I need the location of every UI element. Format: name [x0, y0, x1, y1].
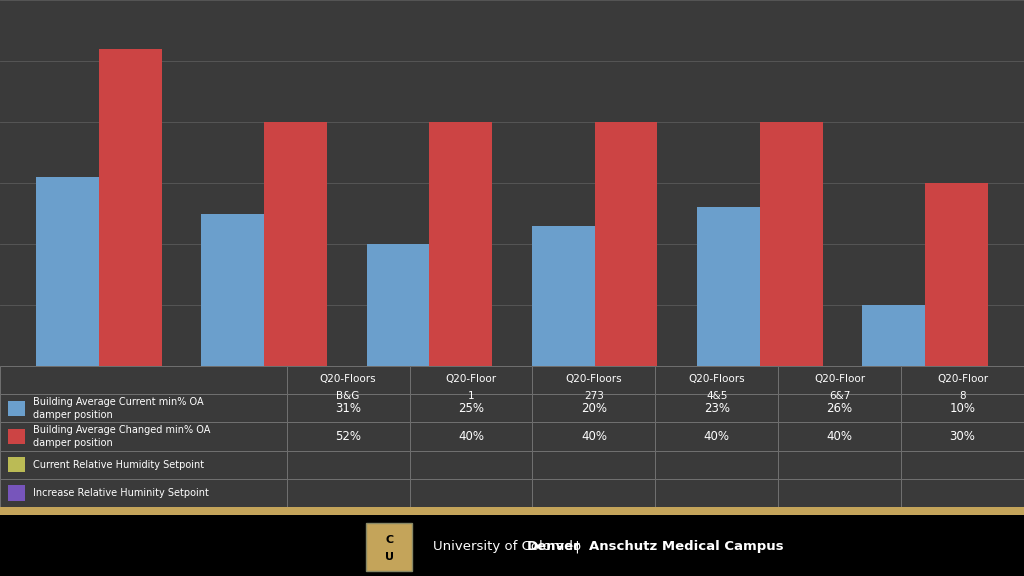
Bar: [901, 450, 1024, 479]
Bar: [287, 479, 410, 507]
Text: Q20-Floors: Q20-Floors: [688, 374, 745, 384]
Bar: [778, 422, 901, 450]
Text: Q20-Floors: Q20-Floors: [565, 374, 623, 384]
Bar: [0, 450, 287, 479]
Bar: [925, 183, 988, 366]
Bar: [410, 450, 532, 479]
Bar: [862, 305, 925, 366]
Bar: [8, 457, 25, 472]
Text: Anschutz Medical Campus: Anschutz Medical Campus: [590, 540, 784, 554]
Bar: [778, 450, 901, 479]
Text: Building Average Changed min% OA
damper position: Building Average Changed min% OA damper …: [33, 425, 210, 448]
Text: 1: 1: [468, 391, 474, 401]
Bar: [778, 366, 901, 394]
Text: 26%: 26%: [826, 402, 853, 415]
Bar: [655, 366, 778, 394]
Text: 20%: 20%: [581, 402, 607, 415]
Bar: [901, 394, 1024, 422]
Bar: [655, 394, 778, 422]
Bar: [8, 429, 25, 444]
Text: U: U: [385, 552, 393, 562]
Bar: [532, 394, 655, 422]
Text: Q20-Floor: Q20-Floor: [814, 374, 865, 384]
Bar: [287, 450, 410, 479]
Bar: [287, 366, 410, 394]
Bar: [901, 422, 1024, 450]
Text: B&G: B&G: [337, 391, 359, 401]
Bar: [532, 479, 655, 507]
Text: 10%: 10%: [949, 402, 976, 415]
Bar: [0, 479, 287, 507]
Bar: [99, 49, 162, 366]
Bar: [532, 366, 655, 394]
Bar: [410, 479, 532, 507]
Bar: [367, 523, 412, 571]
Bar: [532, 450, 655, 479]
Text: 40%: 40%: [581, 430, 607, 443]
Bar: [36, 177, 99, 366]
Text: Increase Relative Huminity Setpoint: Increase Relative Huminity Setpoint: [33, 488, 209, 498]
Text: 40%: 40%: [458, 430, 484, 443]
Text: 30%: 30%: [949, 430, 976, 443]
Text: 6&7: 6&7: [829, 391, 850, 401]
Bar: [532, 422, 655, 450]
Text: Current Relative Humidity Setpoint: Current Relative Humidity Setpoint: [33, 460, 204, 469]
Bar: [410, 422, 532, 450]
Bar: [8, 400, 25, 416]
Bar: [367, 244, 429, 366]
Bar: [410, 394, 532, 422]
Bar: [264, 122, 327, 366]
Bar: [410, 366, 532, 394]
Text: 31%: 31%: [335, 402, 361, 415]
Text: 8: 8: [959, 391, 966, 401]
Text: 4&5: 4&5: [707, 391, 727, 401]
Bar: [429, 122, 493, 366]
Text: 40%: 40%: [703, 430, 730, 443]
Bar: [655, 479, 778, 507]
Text: 25%: 25%: [458, 402, 484, 415]
Bar: [760, 122, 822, 366]
Bar: [0, 507, 1024, 515]
Bar: [0, 394, 287, 422]
Bar: [778, 479, 901, 507]
Text: C: C: [385, 535, 393, 545]
Text: Building Average Current min% OA
damper position: Building Average Current min% OA damper …: [33, 397, 204, 419]
Bar: [202, 214, 264, 366]
Bar: [697, 207, 760, 366]
Text: Q20-Floors: Q20-Floors: [319, 374, 377, 384]
Bar: [655, 422, 778, 450]
Text: Q20-Floor: Q20-Floor: [445, 374, 497, 384]
Bar: [287, 422, 410, 450]
Bar: [901, 366, 1024, 394]
Bar: [655, 450, 778, 479]
Bar: [901, 479, 1024, 507]
Bar: [0, 366, 287, 394]
Text: University of Colorado: University of Colorado: [433, 540, 585, 554]
Bar: [778, 394, 901, 422]
Text: 52%: 52%: [335, 430, 361, 443]
Bar: [531, 226, 595, 366]
Text: Denver: Denver: [527, 540, 581, 554]
Text: 40%: 40%: [826, 430, 853, 443]
Text: 273: 273: [584, 391, 604, 401]
Bar: [287, 394, 410, 422]
Text: 23%: 23%: [703, 402, 730, 415]
Bar: [8, 485, 25, 501]
Text: Q20-Floor: Q20-Floor: [937, 374, 988, 384]
Bar: [595, 122, 657, 366]
Text: |: |: [571, 540, 584, 554]
Bar: [0, 422, 287, 450]
